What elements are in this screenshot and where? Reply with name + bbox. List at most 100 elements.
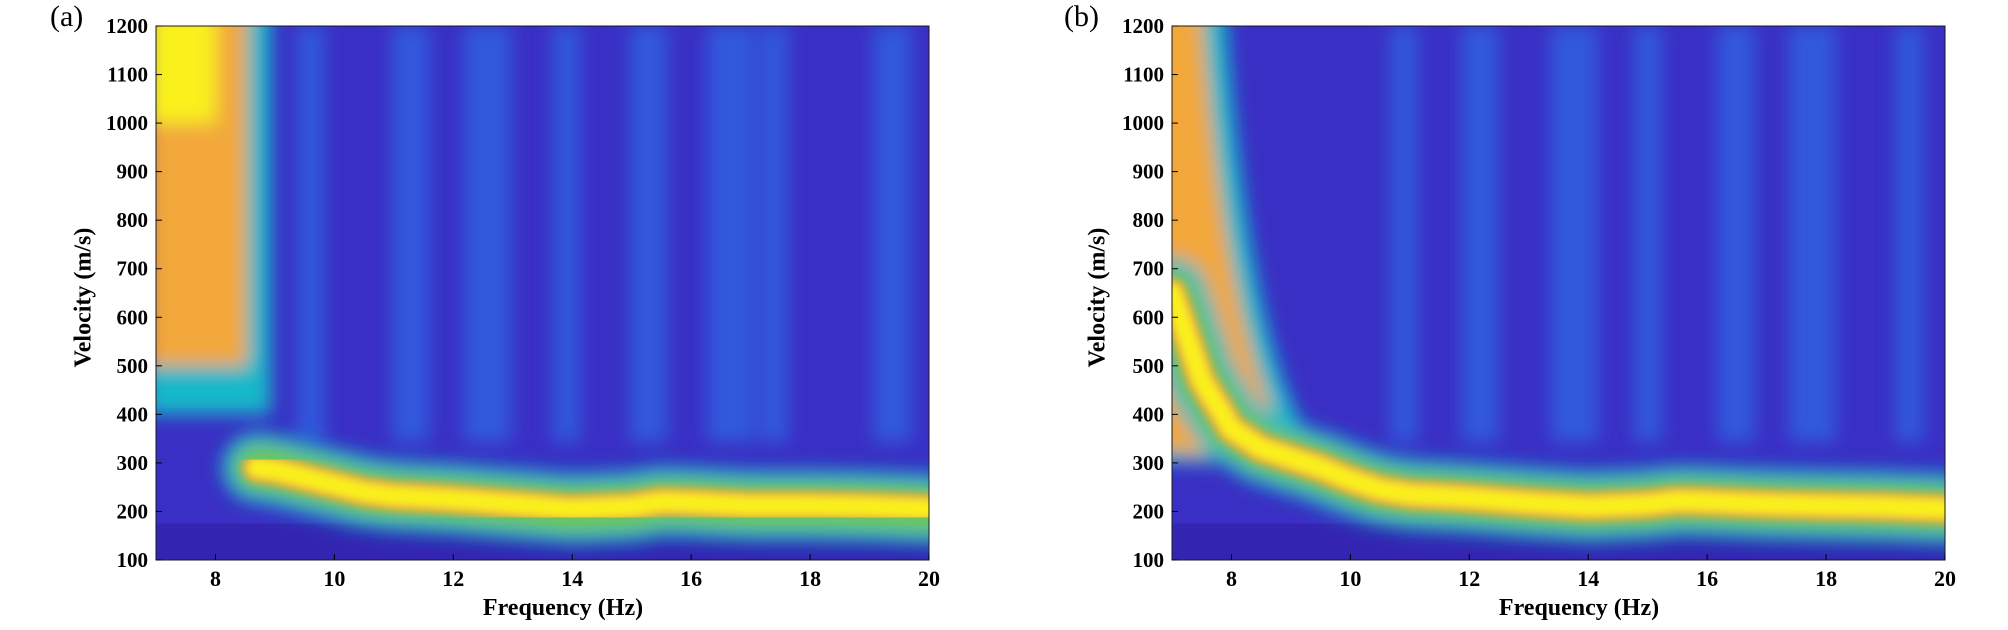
y-tick: 800 [117, 208, 162, 232]
x-tick: 16 [1696, 554, 1718, 591]
x-tick: 20 [918, 554, 940, 591]
panel-a: (a) Velocity (m/s) Frequency (Hz) 8 10 12 1… [50, 0, 940, 621]
heatmap-streak [463, 26, 512, 443]
y-tick: 600 [117, 305, 162, 329]
y-tick-label: 900 [1133, 160, 1165, 184]
x-tick-label: 8 [210, 566, 221, 591]
y-tick-label: 600 [117, 305, 149, 329]
y-tick-label: 300 [117, 451, 149, 475]
y-tick: 1100 [1123, 63, 1178, 87]
plot-frame [155, 25, 930, 561]
y-tick-label: 1200 [106, 14, 148, 38]
x-tick-label: 10 [1339, 566, 1361, 591]
y-tick-label: 1100 [107, 63, 148, 87]
y-tick-label: 400 [117, 402, 149, 426]
heatmap-streak [552, 26, 581, 443]
y-tick-label: 1100 [1123, 63, 1164, 87]
heatmap-streak [629, 26, 668, 443]
x-tick: 8 [1226, 554, 1237, 591]
y-tick: 500 [117, 354, 162, 378]
x-tick: 14 [561, 554, 583, 591]
y-tick: 1000 [106, 111, 162, 135]
y-tick-label: 1000 [1122, 111, 1164, 135]
y-tick-label: 300 [1133, 451, 1165, 475]
y-tick: 100 [1133, 548, 1178, 572]
y-tick: 800 [1133, 208, 1178, 232]
chart-a: 8 10 12 14 16 18 20 100 200 300 400 500 600 700 800 900… [106, 14, 940, 591]
panel-label-b: (b) [1064, 0, 1099, 33]
x-axis-label-b: Frequency (Hz) [1498, 595, 1660, 621]
y-tick-label: 500 [1133, 354, 1165, 378]
x-tick: 20 [1934, 554, 1956, 591]
y-tick: 300 [117, 451, 162, 475]
y-tick: 400 [117, 402, 162, 426]
y-tick: 1000 [1122, 111, 1178, 135]
heatmap-streak [1895, 26, 1924, 443]
x-tick-label: 12 [1458, 566, 1480, 591]
x-tick-label: 14 [1577, 566, 1599, 591]
y-tick: 500 [1133, 354, 1178, 378]
y-tick-label: 100 [117, 548, 149, 572]
y-tick-label: 800 [117, 208, 149, 232]
plot-frame [1171, 25, 1946, 561]
x-tick: 14 [1577, 554, 1599, 591]
heatmap-streak [1788, 26, 1837, 443]
x-tick-label: 18 [1815, 566, 1837, 591]
x-tick: 12 [1458, 554, 1480, 591]
heatmap-streak [391, 26, 430, 443]
y-tick-label: 800 [1133, 208, 1165, 232]
y-tick: 100 [117, 548, 162, 572]
y-tick: 1200 [1122, 14, 1178, 38]
x-tick-label: 20 [1934, 566, 1956, 591]
x-tick-label: 16 [1696, 566, 1718, 591]
x-tick: 16 [680, 554, 702, 591]
heatmap-streak [1550, 26, 1599, 443]
y-tick: 1100 [107, 63, 162, 87]
y-tick-label: 1000 [106, 111, 148, 135]
heatmap-streak [1633, 26, 1662, 443]
chart-b: 8 10 12 14 16 18 20 100 200 300 400 500 600 700 800 900… [1122, 14, 1956, 591]
y-tick-label: 200 [1133, 499, 1165, 523]
heatmap-streak [1389, 26, 1418, 443]
energy-band-peak [156, 26, 216, 124]
heatmap-streak [760, 26, 789, 443]
y-tick: 700 [117, 257, 162, 281]
heatmap-streak [296, 26, 325, 443]
x-tick: 10 [1339, 554, 1361, 591]
panel-b: (b) Velocity (m/s) Frequency (Hz) 8 10 12 1… [1004, 0, 2008, 630]
y-tick-label: 900 [117, 160, 149, 184]
x-tick: 12 [442, 554, 464, 591]
y-tick: 900 [1133, 160, 1178, 184]
x-tick: 18 [799, 554, 821, 591]
y-tick: 300 [1133, 451, 1178, 475]
panel-label-a: (a) [50, 0, 84, 33]
x-tick: 18 [1815, 554, 1837, 591]
x-tick-label: 16 [680, 566, 702, 591]
y-tick: 600 [1133, 305, 1178, 329]
y-tick-label: 400 [1133, 402, 1165, 426]
y-tick: 700 [1133, 257, 1178, 281]
x-tick-label: 18 [799, 566, 821, 591]
y-tick: 900 [117, 160, 162, 184]
y-tick-label: 100 [1133, 548, 1165, 572]
ridge-peak [1172, 284, 1945, 518]
x-tick: 10 [323, 554, 345, 591]
heatmap-streak [1716, 26, 1755, 443]
y-tick-label: 700 [1133, 257, 1165, 281]
heatmap-layer [1172, 26, 1945, 560]
heatmap-layer [156, 26, 929, 560]
x-tick-label: 12 [442, 566, 464, 591]
y-tick-label: 200 [117, 499, 149, 523]
y-tick: 400 [1133, 402, 1178, 426]
y-tick-label: 1200 [1122, 14, 1164, 38]
y-tick: 200 [1133, 499, 1178, 523]
y-tick-label: 700 [117, 257, 149, 281]
y-tick: 1200 [106, 14, 162, 38]
heatmap-streak [1461, 26, 1500, 443]
x-tick-label: 10 [323, 566, 345, 591]
x-tick-label: 20 [918, 566, 940, 591]
heatmap-streak [706, 26, 755, 443]
x-tick-label: 8 [1226, 566, 1237, 591]
y-tick-label: 600 [1133, 305, 1165, 329]
x-tick-label: 14 [561, 566, 583, 591]
